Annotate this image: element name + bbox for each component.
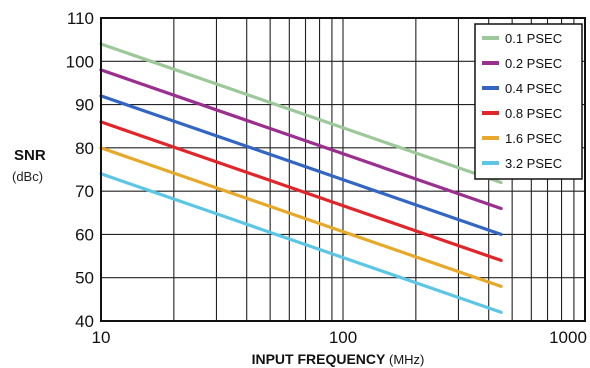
y-tick-label: 40 [75,312,94,331]
x-tick-label: 10 [92,328,111,347]
legend-label: 0.4 PSEC [505,81,562,96]
series-line [99,68,503,211]
series-line [99,120,503,262]
x-tick-label: 100 [329,328,357,347]
x-tick-label: 1000 [549,328,587,347]
x-axis-label-text: INPUT FREQUENCY [252,351,386,367]
series-line [99,94,503,236]
y-tick-label: 50 [75,269,94,288]
y-tick-label: 80 [75,139,94,158]
x-axis-unit: (MHz) [389,352,424,367]
y-tick-label: 110 [67,9,94,28]
series-line [99,172,503,314]
y-axis-unit: (dBc) [12,169,43,184]
series-line [99,146,503,288]
legend-label: 0.1 PSEC [505,31,562,46]
plot-frame [100,17,586,322]
series-line [99,42,503,185]
legend-label: 3.2 PSEC [505,156,562,171]
y-tick-label: 90 [75,96,94,115]
legend-label: 0.2 PSEC [505,56,562,71]
y-tick-label: 60 [75,225,94,244]
y-axis-label: SNR [14,147,46,164]
x-axis-label: INPUT FREQUENCY (MHz) [252,351,425,367]
y-tick-label: 70 [75,182,94,201]
legend-label: 1.6 PSEC [505,131,562,146]
legend-label: 0.8 PSEC [505,106,562,121]
legend-box [474,23,583,180]
y-tick-label: 100 [66,52,94,71]
